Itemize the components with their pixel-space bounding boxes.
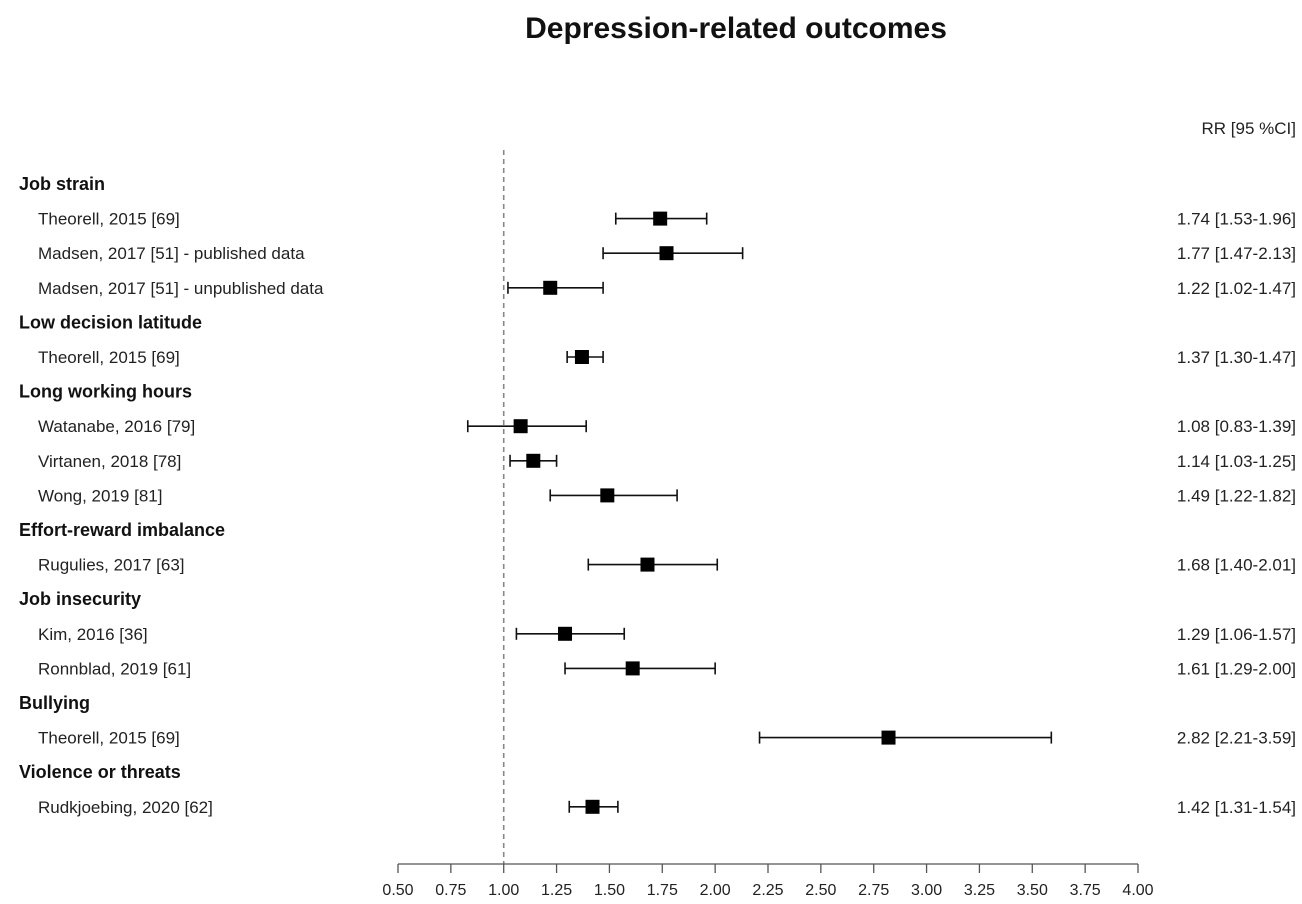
x-tick-label: 4.00 [1122,882,1153,899]
point-estimate-marker [881,730,896,745]
rr-ci-value: 1.29 [1.06-1.57] [1177,625,1296,644]
study-label: Rudkjoebing, 2020 [62] [38,798,213,817]
study-label: Theorell, 2015 [69] [38,729,180,748]
rr-ci-value: 2.82 [2.21-3.59] [1177,729,1296,748]
rr-ci-value: 1.37 [1.30-1.47] [1177,348,1296,367]
x-tick-label: 3.75 [1070,882,1101,899]
study-label: Wong, 2019 [81] [38,486,162,505]
study-label: Watanabe, 2016 [79] [38,417,195,436]
study-label: Madsen, 2017 [51] - unpublished data [38,279,324,298]
x-tick-label: 2.25 [752,882,783,899]
study-label: Theorell, 2015 [69] [38,210,180,229]
x-tick-label: 2.00 [700,882,731,899]
group-label: Effort-reward imbalance [19,520,225,540]
study-label: Kim, 2016 [36] [38,625,148,644]
group-label: Low decision latitude [19,312,202,332]
point-estimate-marker [659,246,674,261]
study-label: Virtanen, 2018 [78] [38,452,181,471]
x-tick-label: 1.75 [647,882,678,899]
rr-ci-value: 1.49 [1.22-1.82] [1177,486,1296,505]
study-label: Madsen, 2017 [51] - published data [38,244,305,263]
x-tick-label: 3.00 [911,882,942,899]
x-tick-label: 0.75 [435,882,466,899]
point-estimate-marker [653,211,668,226]
point-estimate-marker [558,626,573,641]
plot-area: Job strain Theorell, 2015 [69] 1.74 [1.53-… [19,150,1296,899]
rr-ci-value: 1.22 [1.02-1.47] [1177,279,1296,298]
group-label: Violence or threats [19,762,181,782]
group-label: Bullying [19,693,90,713]
point-estimate-marker [513,419,528,434]
point-estimate-marker [574,350,589,364]
x-tick-label: 0.50 [382,882,413,899]
group-label: Job strain [19,174,105,194]
study-label: Ronnblad, 2019 [61] [38,659,191,678]
rr-ci-value: 1.77 [1.47-2.13] [1177,244,1296,263]
rr-ci-value: 1.42 [1.31-1.54] [1177,798,1296,817]
rr-ci-value: 1.08 [0.83-1.39] [1177,417,1296,436]
x-tick-label: 1.50 [594,882,625,899]
point-estimate-marker [625,661,640,676]
point-estimate-marker [585,799,600,814]
x-tick-label: 3.25 [964,882,995,899]
point-estimate-marker [640,557,655,572]
rr-ci-value: 1.61 [1.29-2.00] [1177,659,1296,678]
x-tick-label: 2.50 [805,882,836,899]
group-label: Long working hours [19,382,192,402]
x-tick-label: 1.25 [541,882,572,899]
group-label: Job insecurity [19,589,141,609]
rr-ci-value: 1.74 [1.53-1.96] [1177,210,1296,229]
x-tick-label: 3.50 [1017,882,1048,899]
x-tick-label: 2.75 [858,882,889,899]
x-tick-label: 1.00 [488,882,519,899]
rr-ci-value: 1.68 [1.40-2.01] [1177,556,1296,575]
study-label: Rugulies, 2017 [63] [38,556,185,575]
rr-ci-value: 1.14 [1.03-1.25] [1177,452,1296,471]
rr-column-header: RR [95 %CI] [1202,119,1296,138]
point-estimate-marker [543,280,558,295]
point-estimate-marker [526,453,541,468]
chart-title: Depression-related outcomes [525,12,947,45]
study-label: Theorell, 2015 [69] [38,348,180,367]
point-estimate-marker [600,488,615,503]
